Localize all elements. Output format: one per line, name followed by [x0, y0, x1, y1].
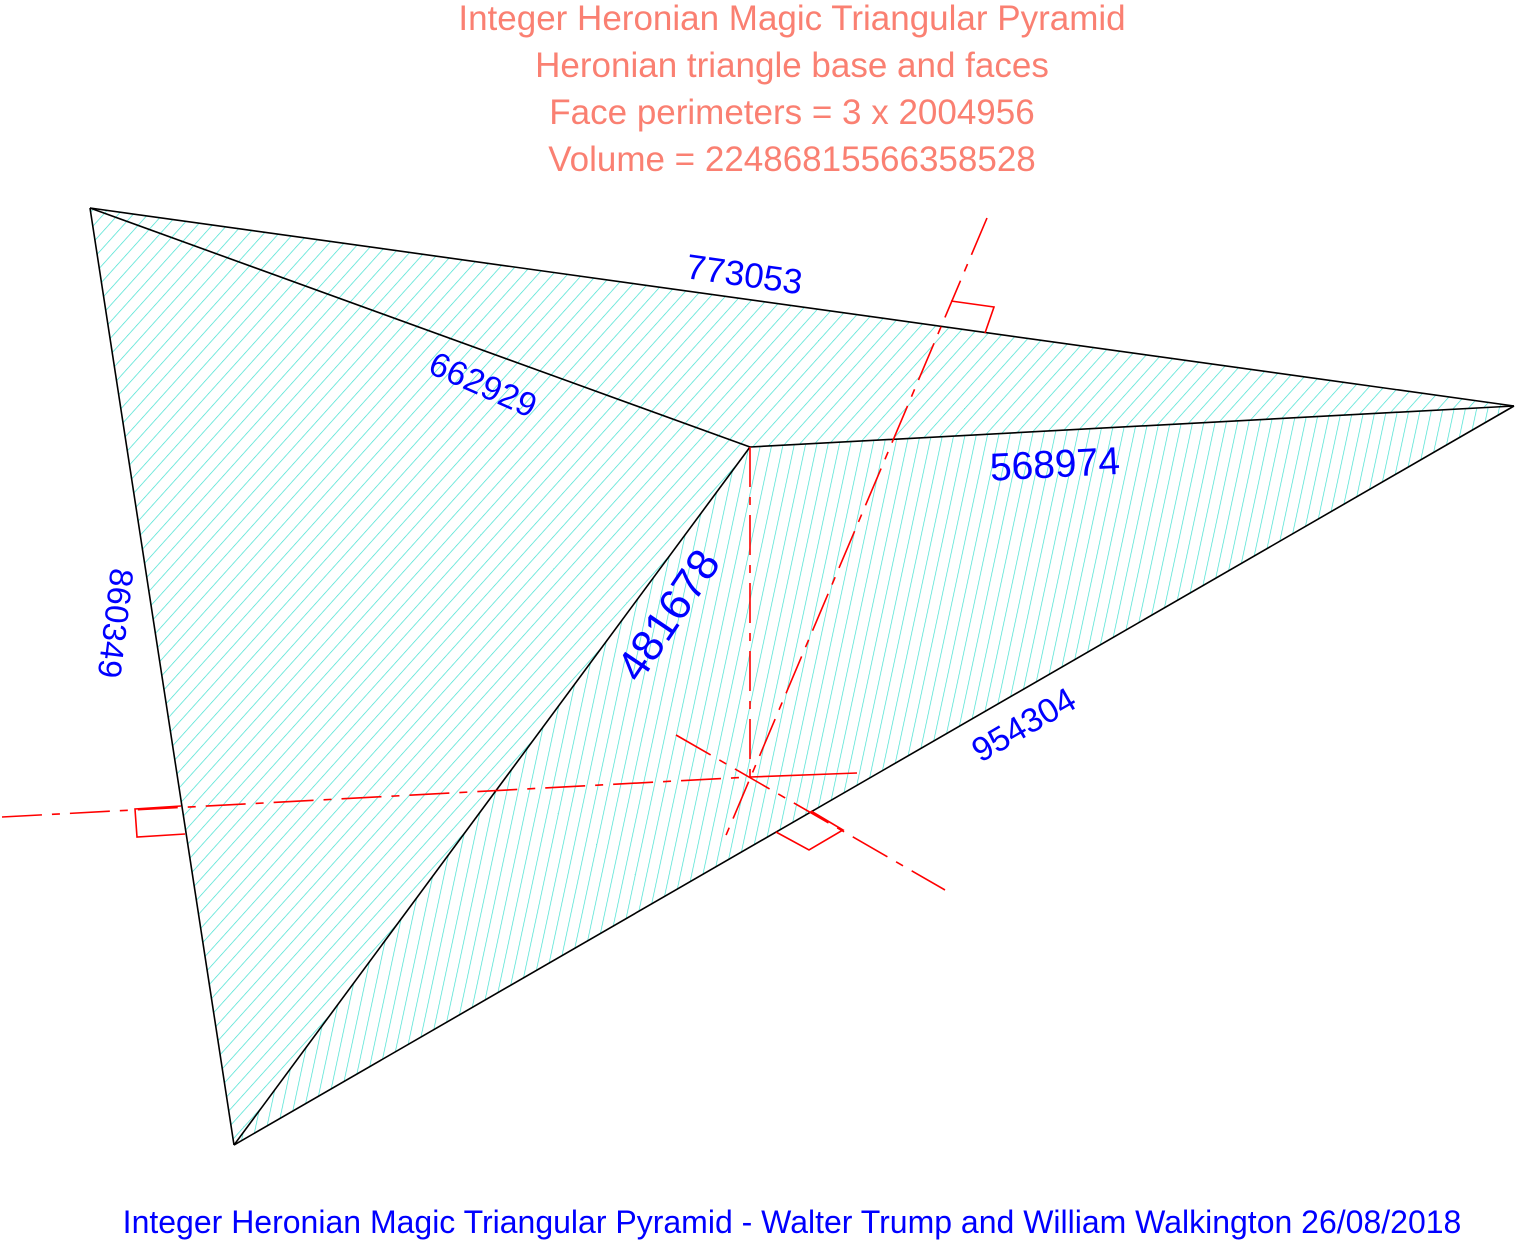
label-left-edge: 860349	[91, 566, 141, 680]
perpendicular-to-top-edge	[723, 217, 988, 841]
pyramid-edges	[89, 207, 1515, 1146]
label-inner-right-edge: 568974	[989, 440, 1121, 490]
edge-apex-to-left-vertex	[89, 207, 751, 448]
edge-apex-to-right-vertex	[749, 405, 1515, 448]
title-line-2: Heronian triangle base and faces	[535, 46, 1049, 85]
face-upper-left	[90, 208, 750, 806]
title-line-4: Volume = 22486815566358528	[548, 140, 1036, 179]
edge-top	[89, 207, 1515, 407]
edge-apex-to-bottom-vertex	[233, 446, 751, 1146]
title-line-1: Integer Heronian Magic Triangular Pyrami…	[458, 0, 1125, 38]
edge-lower-right	[233, 405, 1515, 1146]
face-lower-left	[182, 790, 496, 1145]
title-block: Integer Heronian Magic Triangular Pyrami…	[458, 0, 1125, 179]
perpendicular-to-lower-right-edge	[675, 734, 946, 891]
right-angle-marker-top	[950, 300, 996, 334]
right-angle-marker-left	[134, 805, 186, 838]
edge-left	[89, 207, 235, 1146]
face-top-strip	[90, 208, 1514, 447]
perpendicular-to-left-edge	[1, 776, 751, 818]
foot-horizontal	[749, 772, 858, 778]
title-line-3: Face perimeters = 3 x 2004956	[549, 93, 1034, 132]
hatched-faces	[90, 208, 1514, 1145]
footer-credit: Integer Heronian Magic Triangular Pyrami…	[123, 1204, 1462, 1240]
right-angle-marker-bottom	[775, 810, 845, 851]
construction-lines	[1, 217, 996, 891]
